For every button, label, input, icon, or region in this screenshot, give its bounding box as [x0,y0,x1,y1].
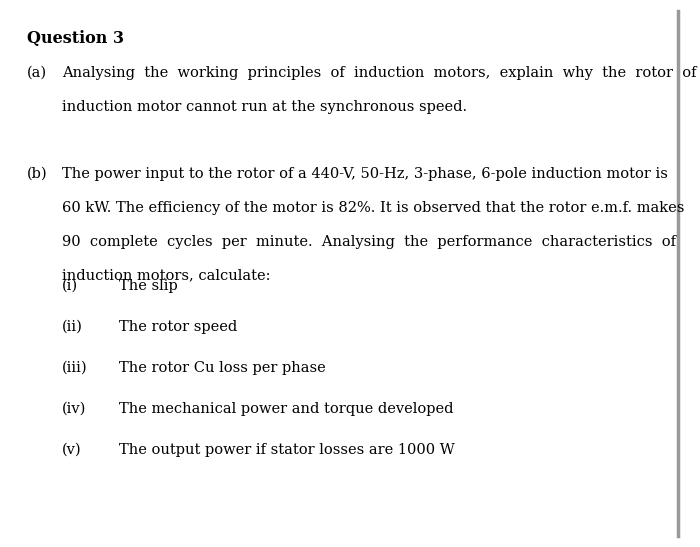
Text: (v): (v) [62,443,81,457]
Text: (iv): (iv) [62,402,86,416]
Text: The rotor Cu loss per phase: The rotor Cu loss per phase [119,361,326,375]
Text: induction motor cannot run at the synchronous speed.: induction motor cannot run at the synchr… [62,100,467,114]
Text: induction motors, calculate:: induction motors, calculate: [62,269,270,283]
Text: (ii): (ii) [62,320,83,334]
Text: (a): (a) [27,66,47,80]
Text: (iii): (iii) [62,361,88,375]
Text: 90  complete  cycles  per  minute.  Analysing  the  performance  characteristics: 90 complete cycles per minute. Analysing… [62,235,676,249]
Text: The output power if stator losses are 1000 W: The output power if stator losses are 10… [119,443,455,457]
Text: Analysing  the  working  principles  of  induction  motors,  explain  why  the  : Analysing the working principles of indu… [62,66,696,80]
Text: 60 kW. The efficiency of the motor is 82%. It is observed that the rotor e.m.f. : 60 kW. The efficiency of the motor is 82… [62,201,684,215]
Text: The power input to the rotor of a 440-V, 50-Hz, 3-phase, 6-pole induction motor : The power input to the rotor of a 440-V,… [62,167,668,181]
Text: (b): (b) [27,167,47,181]
Text: The rotor speed: The rotor speed [119,320,237,334]
Text: (i): (i) [62,279,78,293]
Text: The mechanical power and torque developed: The mechanical power and torque develope… [119,402,454,416]
Text: The slip: The slip [119,279,178,293]
Text: Question 3: Question 3 [27,30,124,47]
